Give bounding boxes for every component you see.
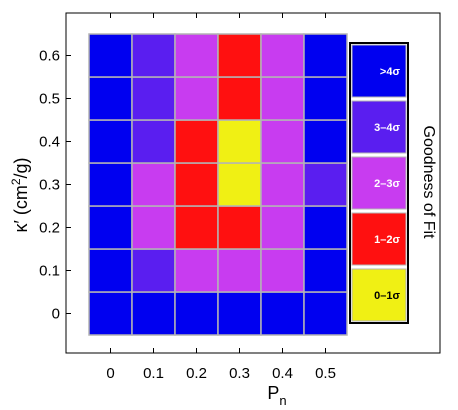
x-axis-ticks: 0 0.1 0.2 0.3 0.4 0.5	[106, 13, 336, 382]
y-axis-label: κ′ (cm2/g)	[9, 157, 31, 232]
heatmap-cell	[174, 291, 219, 336]
x-tick-label: 0.2	[186, 365, 207, 382]
colorbar-label: 2–3σ	[374, 178, 400, 190]
heatmap-cell	[174, 248, 219, 293]
heatmap-cell	[260, 248, 305, 293]
heatmap-cell	[303, 205, 348, 250]
heatmap-cell	[88, 76, 133, 121]
heatmap-cell	[217, 76, 262, 121]
heatmap-cell	[88, 248, 133, 293]
heatmap-cell	[174, 33, 219, 78]
heatmap-cell	[303, 162, 348, 207]
colorbar-label: 1–2σ	[374, 234, 400, 246]
colorbar-label: >4σ	[380, 66, 401, 78]
y-tick-label: 0.5	[39, 91, 60, 108]
heatmap-cell	[260, 162, 305, 207]
heatmap-cell	[131, 205, 176, 250]
y-tick-label: 0.1	[39, 263, 60, 280]
heatmap-cell	[131, 33, 176, 78]
heatmap-cell	[217, 33, 262, 78]
heatmap-cell	[303, 248, 348, 293]
heatmap-cell	[88, 205, 133, 250]
heatmap-cell	[174, 76, 219, 121]
colorbar-swatch	[351, 212, 407, 266]
heatmap-cell	[260, 76, 305, 121]
heatmap-cell	[174, 205, 219, 250]
y-tick-label: 0.2	[39, 220, 60, 237]
y-tick-label: 0.3	[39, 177, 60, 194]
y-tick-label: 0.4	[39, 134, 60, 151]
colorbar-swatch	[351, 44, 407, 98]
x-tick-label: 0.3	[229, 365, 250, 382]
colorbar-frame	[349, 42, 409, 324]
colorbar-label: 0–1σ	[374, 290, 400, 302]
heatmap-cell	[303, 76, 348, 121]
heatmap-cell	[260, 205, 305, 250]
heatmap-cell	[303, 119, 348, 164]
heatmap-cell	[174, 162, 219, 207]
heatmap-cell	[174, 119, 219, 164]
heatmap-cell	[217, 248, 262, 293]
heatmap-cell	[131, 162, 176, 207]
heatmap-cell	[88, 119, 133, 164]
x-axis-label: Pn	[267, 383, 286, 408]
x-tick-label: 0.4	[272, 365, 293, 382]
colorbar-label: 3–4σ	[374, 122, 400, 134]
heatmap-cell	[88, 162, 133, 207]
x-tick-label: 0.5	[315, 365, 336, 382]
heatmap-cell	[88, 291, 133, 336]
colorbar: >4σ 3–4σ 2–3σ 1–2σ 0–1σ	[349, 42, 409, 324]
y-tick-label: 0.6	[39, 48, 60, 65]
heatmap-cell	[260, 291, 305, 336]
heatmap-cell	[131, 76, 176, 121]
heatmap-cell	[217, 162, 262, 207]
heatmap-cell	[131, 248, 176, 293]
heatmap-cell	[260, 33, 305, 78]
heatmap-cell	[217, 119, 262, 164]
x-tick-label: 0.1	[143, 365, 164, 382]
heatmap-cell	[131, 119, 176, 164]
heatmap-cell	[131, 291, 176, 336]
y-axis-ticks: 0 0.1 0.2 0.3 0.4 0.5 0.6	[39, 48, 71, 323]
heatmap-cell	[217, 205, 262, 250]
colorbar-swatch	[351, 156, 407, 210]
heatmap-cell	[303, 33, 348, 78]
heatmap-cell	[88, 33, 133, 78]
colorbar-swatch	[351, 268, 407, 322]
heatmap-cell	[303, 291, 348, 336]
colorbar-swatch	[351, 100, 407, 154]
heatmap-cells	[88, 33, 348, 336]
colorbar-title: Goodness of Fit	[420, 126, 437, 240]
heatmap-cell	[260, 119, 305, 164]
y-tick-label: 0	[52, 306, 60, 323]
x-tick-label: 0	[106, 365, 114, 382]
heatmap-cell	[217, 291, 262, 336]
